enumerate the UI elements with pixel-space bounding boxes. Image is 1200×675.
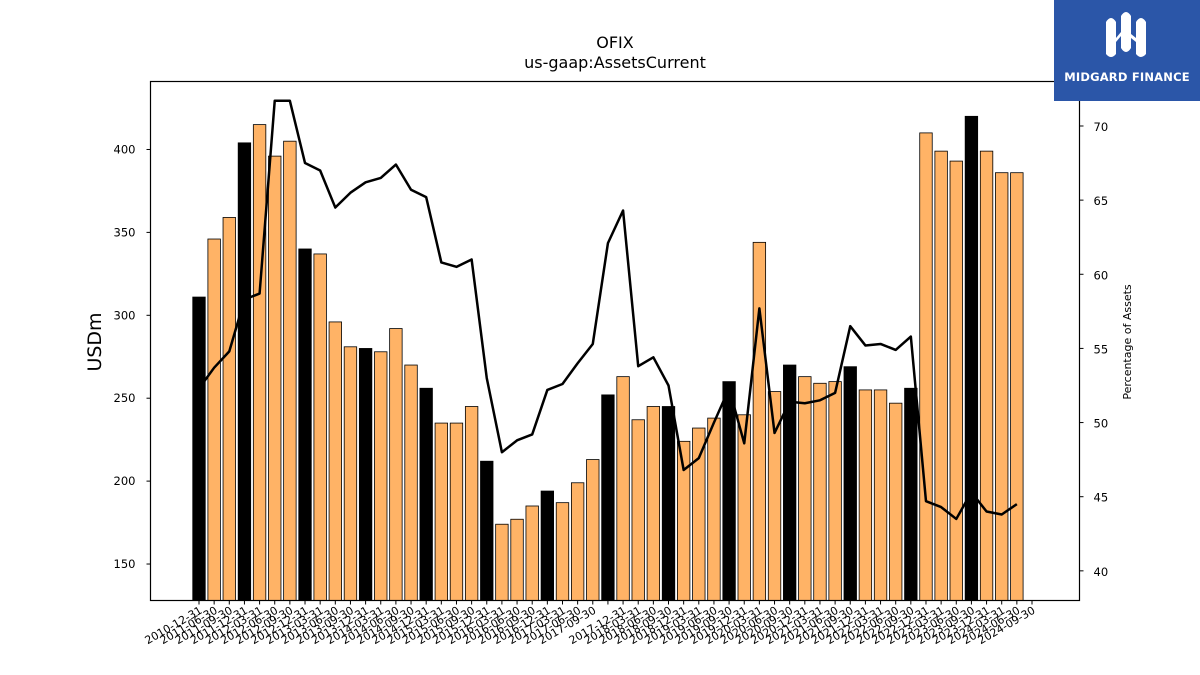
bar (646, 406, 661, 601)
y2-axis-ticks: 40 45 50 55 60 65 70 (1079, 120, 1109, 579)
bar (434, 422, 448, 601)
bar (995, 172, 1009, 601)
bar (813, 382, 827, 601)
bar (222, 217, 236, 601)
bar (919, 132, 933, 601)
bar (510, 518, 524, 601)
bar (283, 140, 297, 601)
y-tick-label: 200 (114, 474, 136, 488)
bar (616, 376, 630, 601)
y-tick-label: 150 (114, 557, 136, 571)
y2-tick-label: 65 (1094, 194, 1109, 208)
bar (858, 389, 873, 601)
percentage-line (197, 99, 1018, 521)
bar (934, 150, 948, 601)
bar (752, 241, 767, 601)
bar (540, 490, 554, 601)
y-tick-label: 250 (114, 391, 136, 405)
bar (631, 419, 645, 601)
bar (419, 387, 433, 601)
y-axis-label: USDm (84, 312, 106, 371)
bar (464, 406, 479, 601)
bar (873, 389, 888, 601)
bar (358, 348, 373, 601)
line-group (197, 99, 1018, 521)
y-tick-label: 300 (114, 308, 136, 322)
y-axis-ticks: 150 200 250 300 350 400 (114, 142, 151, 571)
bar (525, 505, 539, 601)
bar (692, 427, 706, 601)
bar (404, 364, 418, 601)
plot-frame (149, 80, 1081, 602)
bar (1010, 172, 1024, 601)
bar (374, 351, 388, 601)
bar (192, 296, 206, 601)
midgard-logo-icon (1106, 12, 1146, 57)
y2-tick-label: 45 (1094, 491, 1109, 505)
bar (449, 422, 464, 601)
bar (904, 387, 918, 601)
brand-logo: MIDGARD FINANCE (1054, 0, 1200, 101)
bar (343, 346, 358, 601)
bar (979, 150, 994, 601)
bar (586, 459, 600, 601)
y2-tick-label: 55 (1094, 342, 1109, 356)
y-tick-label: 350 (114, 225, 136, 239)
y2-tick-label: 50 (1094, 417, 1109, 431)
chart-title: OFIX (596, 33, 634, 52)
bar (389, 328, 403, 601)
y2-axis-label: Percentage of Assets (1121, 284, 1134, 400)
bar (722, 381, 736, 601)
bar (480, 460, 494, 601)
bar (268, 155, 282, 601)
bar (828, 381, 842, 601)
bar (707, 417, 721, 601)
bar (964, 115, 979, 601)
bar (570, 482, 585, 601)
bar (328, 321, 342, 601)
bar (783, 364, 797, 601)
bar (889, 402, 903, 601)
bar (949, 160, 963, 601)
bar (661, 406, 676, 601)
chart-subtitle: us-gaap:AssetsCurrent (524, 53, 706, 72)
brand-name: MIDGARD FINANCE (1064, 70, 1190, 84)
bar (495, 523, 509, 601)
bar (798, 376, 812, 601)
x-axis-ticks: 2010-12-312011-06-302011-09-302011-12-31… (143, 600, 1038, 647)
y2-tick-label: 70 (1094, 120, 1109, 134)
y-tick-label: 400 (114, 142, 136, 156)
bar (252, 124, 267, 601)
bars-group (192, 115, 1024, 601)
y2-tick-label: 40 (1094, 565, 1109, 579)
bar (843, 366, 857, 601)
bar (237, 142, 252, 601)
bar (298, 248, 312, 601)
bar (555, 502, 570, 601)
y2-tick-label: 60 (1094, 268, 1109, 282)
bar (207, 238, 221, 601)
bar (313, 253, 327, 601)
bar (601, 394, 615, 601)
